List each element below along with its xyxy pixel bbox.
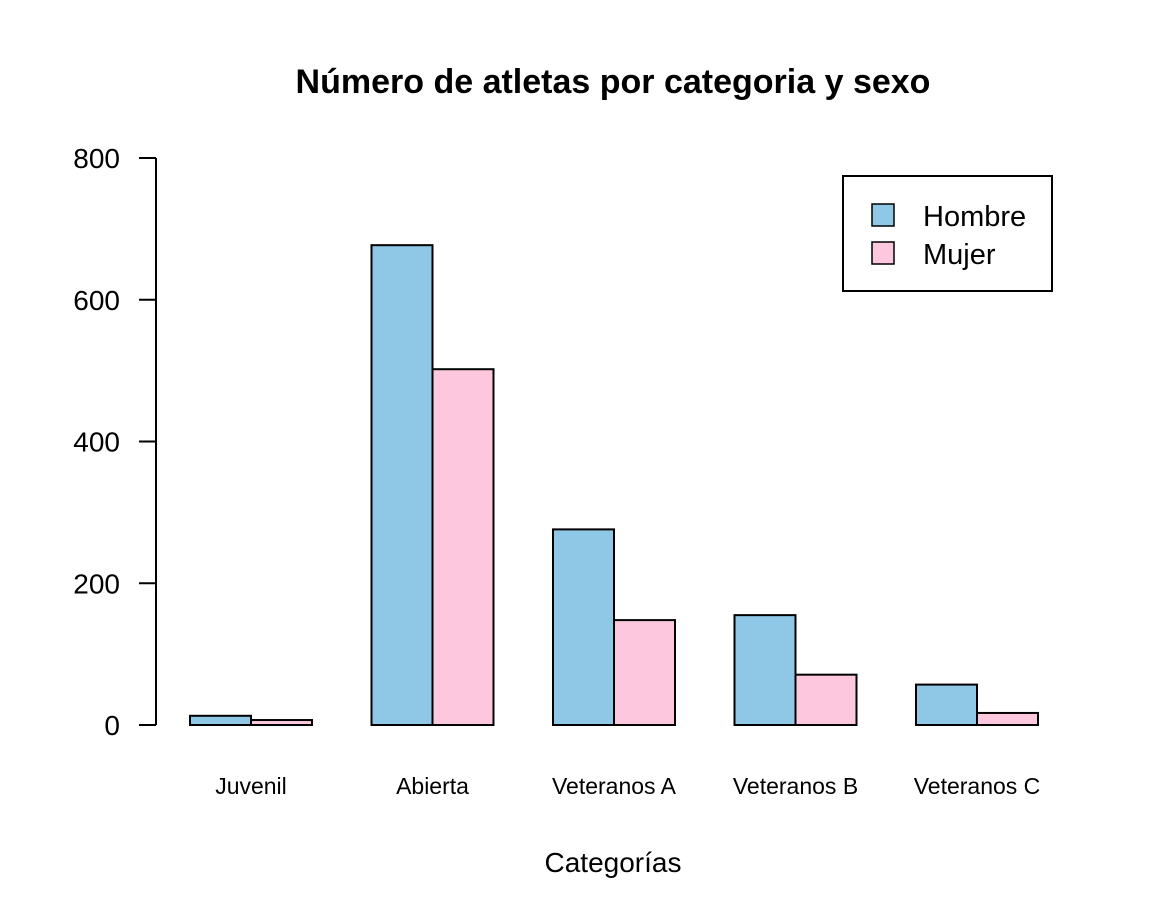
- x-tick-label: Veteranos A: [552, 773, 677, 799]
- bar-hombre-veteranos-c: [915, 683, 978, 727]
- bar-hombre-juvenil: [189, 714, 252, 727]
- legend: Hombre Mujer: [842, 175, 1053, 292]
- bar-mujer-veteranos-c: [976, 711, 1039, 726]
- bar-mujer-veteranos-a: [613, 619, 676, 726]
- x-tick-label: Juvenil: [215, 773, 287, 799]
- y-axis: 0 200 400 600 800: [73, 143, 157, 741]
- legend-swatch-mujer: [871, 241, 895, 265]
- legend-swatch-hombre: [871, 203, 895, 227]
- y-tick-label: 0: [104, 710, 120, 741]
- bar-mujer-juvenil: [250, 719, 313, 727]
- chart-title: Número de atletas por categoria y sexo: [296, 63, 931, 101]
- x-tick-label: Abierta: [396, 773, 469, 799]
- bar-mujer-abierta: [431, 368, 495, 726]
- x-axis-title: Categorías: [545, 847, 682, 878]
- y-tick-label: 800: [73, 143, 120, 174]
- legend-box: [842, 175, 1053, 292]
- x-tick-label: Veteranos B: [733, 773, 858, 799]
- bar-hombre-abierta: [370, 244, 434, 727]
- y-tick-label: 200: [73, 568, 120, 599]
- x-axis-labels: Juvenil Abierta Veteranos A Veteranos B Vete…: [215, 773, 1040, 799]
- y-tick-label: 600: [73, 285, 120, 316]
- bar-mujer-veteranos-b: [794, 673, 858, 727]
- y-tick-label: 400: [73, 427, 120, 458]
- legend-label-hombre: Hombre: [923, 201, 1026, 233]
- x-tick-label: Veteranos C: [914, 773, 1041, 799]
- bar-hombre-veteranos-a: [552, 528, 615, 727]
- bar-hombre-veteranos-b: [733, 614, 797, 726]
- legend-label-mujer: Mujer: [923, 239, 996, 271]
- bars-group: [189, 244, 1039, 727]
